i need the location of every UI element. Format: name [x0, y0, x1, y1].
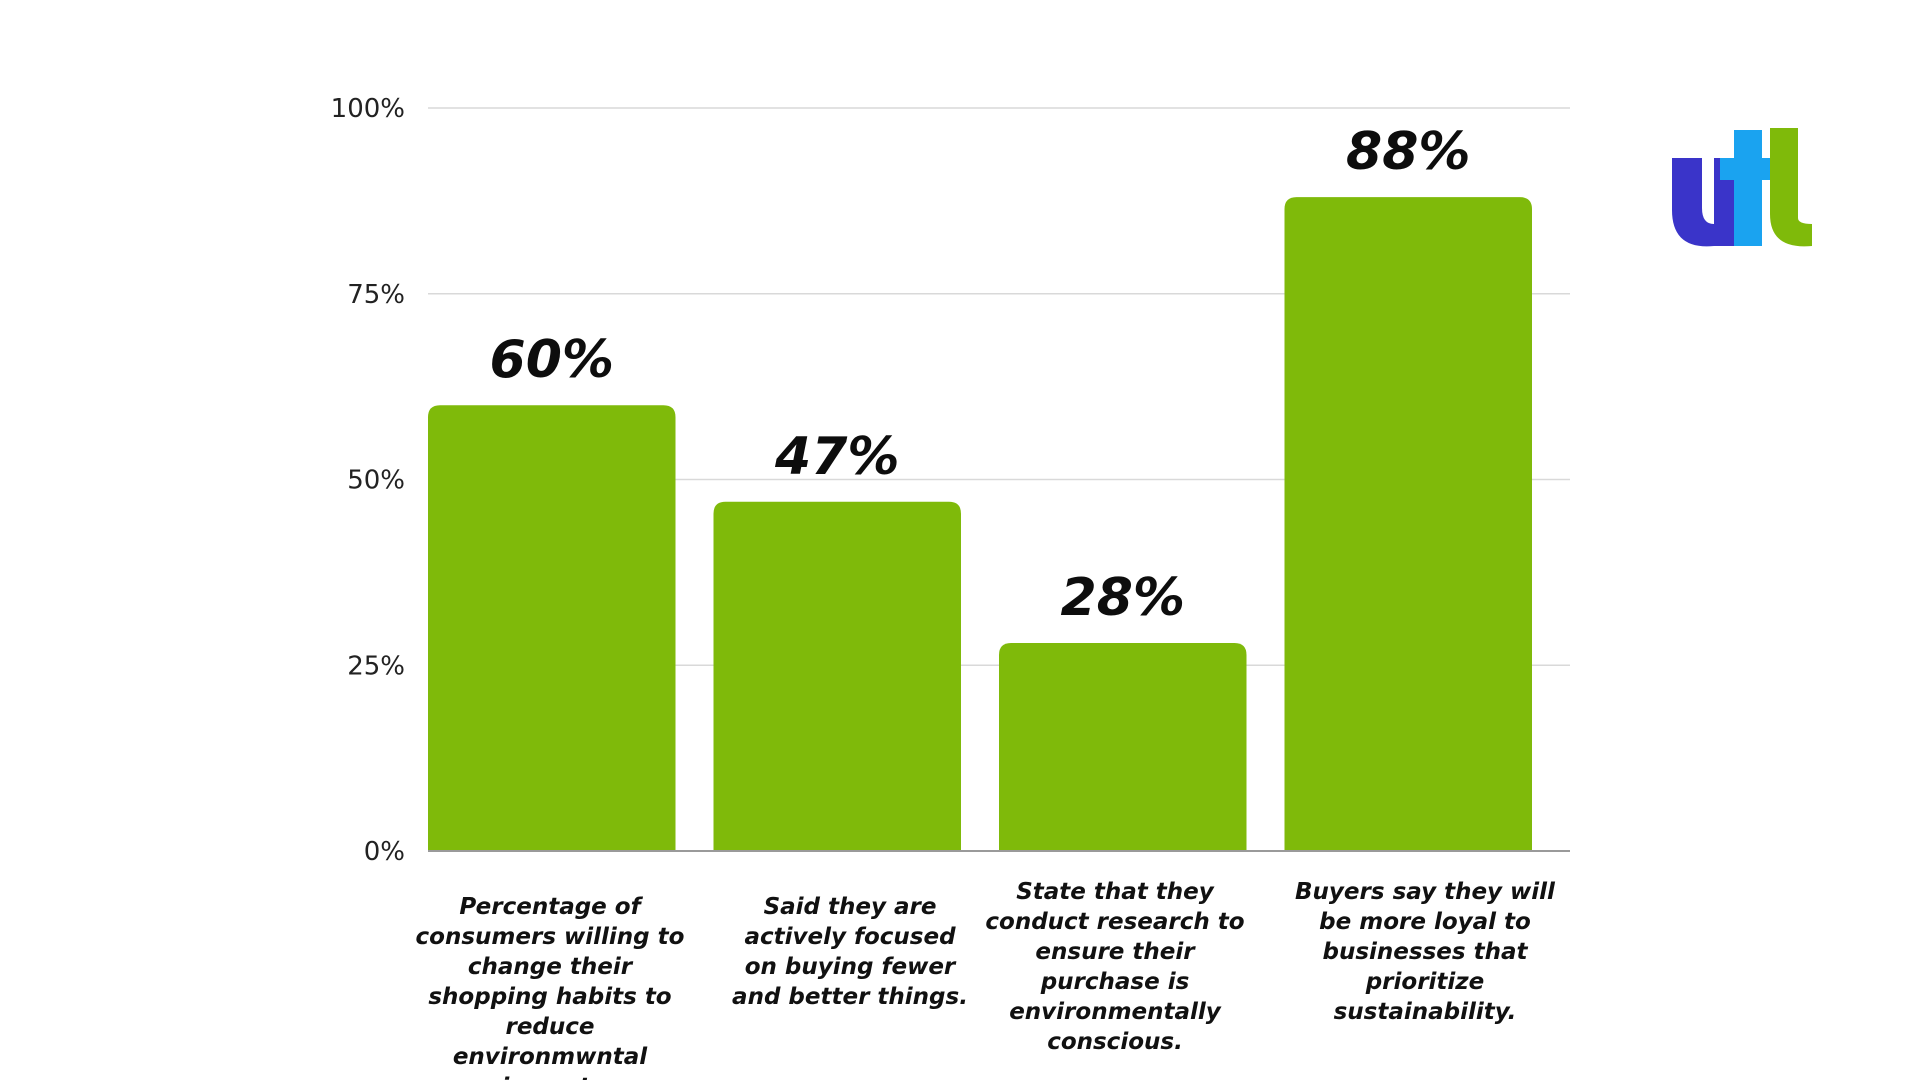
data-label: 60% — [490, 330, 614, 390]
category-label-1: Percentage of consumers willing to chang… — [415, 894, 685, 1080]
logo-letter-l — [1770, 128, 1812, 247]
y-tick-label: 0% — [364, 837, 405, 867]
y-tick-label: 100% — [331, 94, 405, 124]
data-label: 28% — [1061, 568, 1185, 628]
logo-letter-t-stem — [1734, 130, 1762, 246]
logo-letter-t-bar — [1720, 158, 1778, 180]
bar — [713, 501, 961, 851]
y-tick-label: 50% — [347, 466, 405, 496]
category-label-3: State that they conduct research to ensu… — [985, 879, 1245, 1055]
bar — [1284, 197, 1532, 851]
category-label-4: Buyers say they will be more loyal to bu… — [1295, 879, 1555, 1025]
category-label-2: Said they are actively focused on buying… — [732, 894, 968, 1010]
data-label: 47% — [774, 427, 899, 487]
y-tick-label: 25% — [347, 651, 405, 681]
brand-logo-icon — [1672, 128, 1812, 247]
data-label: 88% — [1346, 122, 1470, 182]
bar — [428, 405, 676, 851]
bar — [999, 642, 1247, 851]
logo-letter-u — [1672, 158, 1714, 247]
y-tick-label: 75% — [347, 280, 405, 310]
